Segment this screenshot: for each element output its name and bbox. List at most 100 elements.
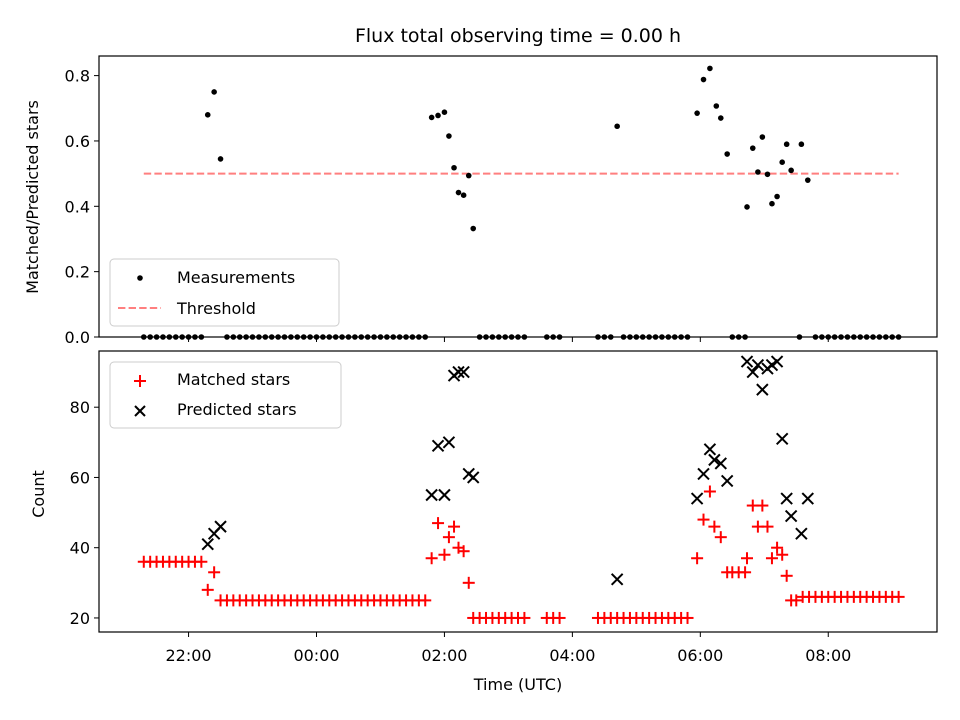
predicted-star-point — [780, 492, 793, 505]
bottom-panel: 20 40 60 80 22:00 00:00 02:00 04:00 06:00 08:00 — [70, 350, 938, 665]
measurement-point — [783, 141, 790, 148]
measurement-point — [779, 159, 785, 165]
predicted-star-stroke — [746, 365, 759, 379]
predicted-star-stroke — [690, 492, 704, 505]
measurement-point — [769, 200, 775, 207]
measurement-point — [759, 134, 766, 140]
measurement-point — [614, 123, 620, 130]
top-y-tick-label: 0.4 — [65, 197, 90, 216]
matched-star-point — [780, 569, 793, 582]
measurement-point — [451, 164, 457, 171]
matched-star-point — [681, 611, 694, 624]
predicted-star-stroke — [770, 355, 784, 368]
predicted-star-stroke — [431, 439, 445, 453]
bottom-legend-box — [109, 361, 342, 429]
predicted-star-point — [751, 358, 765, 372]
matched-star-point — [756, 499, 769, 512]
top-y-tick-label: 0.2 — [65, 263, 90, 282]
predicted-star-stroke — [780, 492, 793, 505]
matched-star-point — [457, 545, 470, 558]
predicted-star-point — [452, 365, 465, 379]
predicted-star-point — [201, 537, 214, 551]
bottom-y-tick-label: 60 — [70, 468, 90, 487]
matched-star-point — [442, 531, 455, 544]
predicted-star-point — [697, 467, 710, 481]
measurement-point — [774, 193, 780, 200]
x-tick-label: 06:00 — [677, 646, 723, 665]
predicted-star-point — [438, 488, 451, 502]
bottom-y-axis-label: Count — [29, 470, 48, 518]
matched-star-point — [892, 590, 905, 603]
legend-matched-label: Matched stars — [177, 370, 290, 389]
matched-star-point — [553, 611, 566, 624]
predicted-star-stroke — [214, 520, 227, 533]
bottom-legend: Matched stars Predicted stars — [109, 361, 342, 429]
measurement-point — [455, 189, 462, 196]
predicted-star-point — [756, 383, 769, 396]
predicted-star-point — [457, 365, 470, 379]
predicted-star-stroke — [442, 436, 456, 449]
top-y-axis-label: Matched/Predicted stars — [23, 100, 42, 294]
measurement-point — [788, 167, 794, 174]
predicted-star-point — [214, 520, 227, 533]
predicted-star-stroke — [756, 383, 769, 396]
predicted-star-point — [703, 443, 717, 456]
top-y-tick-label: 0.0 — [65, 328, 90, 347]
matched-star-point — [761, 520, 774, 533]
matched-star-point — [691, 552, 704, 565]
measurement-point — [713, 103, 720, 109]
measurement-point — [694, 110, 700, 116]
predicted-star-stroke — [201, 537, 214, 551]
matched-star-point — [518, 611, 531, 624]
top-legend-box — [109, 258, 340, 327]
measurement-point — [749, 145, 756, 151]
matched-star-point — [419, 594, 432, 607]
top-legend: Measurements Threshold — [109, 258, 340, 327]
matched-star-point — [714, 531, 727, 544]
predicted-star-point — [770, 355, 784, 368]
top-chart-title: Flux total observing time = 0.00 h — [355, 25, 681, 47]
predicted-star-point — [714, 457, 727, 470]
matched-star-point — [790, 594, 803, 607]
predicted-star-point — [740, 355, 754, 368]
matched-star-point — [448, 520, 461, 533]
x-tick-label: 02:00 — [421, 646, 467, 665]
bottom-y-tick-label: 40 — [70, 539, 90, 558]
predicted-star-point — [442, 436, 456, 449]
measurement-point — [755, 169, 761, 175]
predicted-star-point — [467, 471, 480, 484]
top-y-tick-label: 0.6 — [65, 132, 90, 151]
measurement-point — [465, 172, 472, 179]
predicted-star-stroke — [708, 453, 721, 467]
predicted-star-stroke — [740, 355, 754, 368]
predicted-star-point — [801, 492, 814, 505]
measurement-point — [217, 156, 224, 162]
predicted-star-point — [610, 573, 624, 586]
legend-matched-marker — [134, 375, 146, 387]
measurement-point — [707, 65, 713, 72]
measurement-point — [804, 177, 811, 183]
predicted-star-stroke — [720, 474, 734, 488]
predicted-star-stroke — [610, 573, 624, 586]
predicted-star-stroke — [751, 358, 765, 372]
measurement-point — [460, 192, 467, 198]
predicted-star-stroke — [457, 365, 470, 379]
bottom-y-tick-label: 20 — [70, 609, 90, 628]
matched-star-point — [741, 552, 754, 565]
measurement-point — [428, 114, 435, 121]
matched-star-point — [432, 517, 445, 530]
measurement-point — [717, 115, 724, 121]
measurement-point — [446, 133, 452, 139]
top-panel: 0.0 0.2 0.4 0.6 0.8 — [65, 55, 938, 347]
bottom-y-tick-label: 80 — [70, 398, 90, 417]
matched-star-point — [195, 555, 208, 568]
matched-star-point — [697, 513, 710, 526]
predicted-star-point — [784, 509, 798, 523]
predicted-star-stroke — [795, 527, 808, 540]
measurement-point — [435, 112, 441, 119]
measurement-point — [700, 76, 707, 83]
predicted-star-stroke — [784, 509, 798, 523]
x-tick-label: 08:00 — [805, 646, 851, 665]
measurement-point — [441, 109, 448, 115]
predicted-star-stroke — [775, 432, 789, 446]
